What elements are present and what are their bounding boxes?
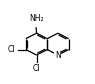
Text: Cl: Cl <box>8 45 15 54</box>
Text: N: N <box>55 50 61 60</box>
Text: NH₂: NH₂ <box>29 14 43 23</box>
Text: Cl: Cl <box>33 64 40 73</box>
